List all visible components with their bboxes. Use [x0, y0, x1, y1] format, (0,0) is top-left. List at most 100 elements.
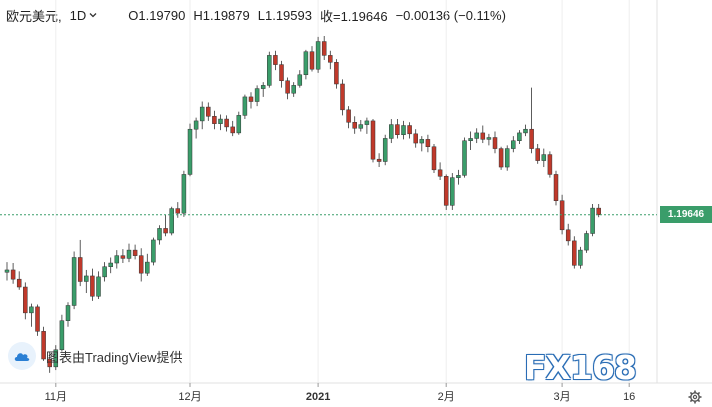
- candle-body-down: [498, 148, 504, 168]
- candle: [291, 82, 296, 97]
- candle-body-up: [541, 154, 547, 161]
- candle: [41, 326, 46, 361]
- candle: [175, 202, 181, 218]
- candle-body-up: [291, 85, 296, 94]
- candle: [358, 119, 364, 132]
- candle-body-up: [242, 96, 248, 116]
- candle: [578, 246, 583, 269]
- candle: [169, 206, 174, 236]
- candle-body-down: [77, 257, 83, 282]
- candle-body-up: [450, 177, 455, 206]
- candle: [84, 269, 89, 294]
- candle: [486, 133, 492, 146]
- candle-body-up: [102, 266, 107, 278]
- candle: [267, 51, 272, 88]
- candle-body-down: [175, 208, 181, 214]
- candle-body-down: [328, 55, 333, 63]
- candle: [212, 110, 217, 130]
- candle-body-up: [315, 41, 321, 70]
- candle: [108, 257, 113, 274]
- candle: [529, 87, 534, 154]
- candle: [541, 148, 547, 168]
- timeframe-button[interactable]: 1D: [69, 7, 87, 23]
- candle: [273, 50, 278, 71]
- candle: [328, 50, 333, 70]
- x-tick-label: 11月: [45, 391, 67, 403]
- candle-body-down: [376, 158, 382, 162]
- candle-body-down: [224, 118, 229, 128]
- candle: [71, 251, 77, 310]
- candle: [126, 243, 132, 263]
- chevron-down-icon[interactable]: [88, 10, 98, 20]
- candle: [157, 225, 162, 245]
- candle-body-down: [206, 106, 211, 117]
- candle: [504, 145, 510, 171]
- candle: [456, 169, 461, 185]
- x-axis-ticks: 11月 12月 2021 2月 3月 16: [45, 383, 635, 403]
- candle-body-down: [425, 139, 431, 147]
- candle: [559, 194, 565, 235]
- candle-body-down: [492, 137, 498, 149]
- candle-body-up: [382, 138, 388, 162]
- candle: [468, 131, 473, 150]
- candle: [47, 351, 52, 373]
- candle: [370, 119, 376, 163]
- candle-body-down: [23, 286, 28, 314]
- x-tick-label: 2月: [438, 391, 455, 403]
- candle-body-up: [389, 124, 394, 139]
- candle-body-down: [370, 120, 376, 160]
- candle-body-up: [193, 120, 199, 130]
- candle-body-down: [230, 126, 235, 134]
- gear-icon[interactable]: [688, 390, 702, 404]
- candle-body-down: [138, 255, 144, 274]
- candle-body-up: [157, 228, 162, 241]
- candle-body-up: [65, 305, 71, 321]
- candle: [315, 36, 321, 73]
- candle: [364, 117, 370, 134]
- x-tick-label: 12月: [178, 391, 201, 403]
- candle: [230, 120, 235, 137]
- candle: [462, 137, 467, 178]
- candle: [425, 134, 431, 153]
- candle-body-down: [596, 207, 601, 216]
- current-price-label: 1.19646: [660, 206, 712, 224]
- candle-body-down: [285, 80, 290, 94]
- candle-body-down: [529, 128, 534, 149]
- candle-body-down: [553, 174, 559, 201]
- candle: [65, 302, 71, 327]
- candle: [474, 128, 479, 144]
- candle-body-up: [151, 239, 156, 263]
- candle-body-up: [504, 148, 510, 168]
- candle-body-up: [199, 106, 205, 122]
- tradingview-attribution[interactable]: 图表由TradingView提供: [8, 342, 183, 370]
- candle: [517, 130, 522, 144]
- candle: [242, 94, 248, 120]
- candle: [181, 170, 187, 217]
- candle: [492, 131, 498, 154]
- candle-body-down: [443, 176, 449, 206]
- candle: [523, 124, 528, 137]
- candle-body-down: [163, 228, 168, 234]
- candle: [114, 250, 120, 269]
- cloud-icon: [8, 342, 36, 370]
- candle: [407, 122, 412, 139]
- candle-body-down: [535, 148, 540, 161]
- candle: [590, 203, 595, 237]
- tradingview-text: 图表由TradingView提供: [46, 349, 183, 365]
- candle: [480, 125, 486, 144]
- candle-body-down: [480, 132, 486, 140]
- x-tick-label: 2021: [306, 391, 330, 403]
- candle: [389, 119, 394, 144]
- candle: [382, 134, 388, 166]
- candle: [236, 111, 242, 135]
- candle: [138, 248, 144, 282]
- candle: [151, 237, 156, 266]
- candle: [218, 114, 223, 131]
- candle: [535, 143, 540, 164]
- candle-body-up: [474, 132, 479, 139]
- candle: [206, 102, 211, 121]
- candle: [572, 236, 577, 269]
- candle-body-up: [114, 255, 120, 264]
- candle-body-down: [273, 55, 278, 65]
